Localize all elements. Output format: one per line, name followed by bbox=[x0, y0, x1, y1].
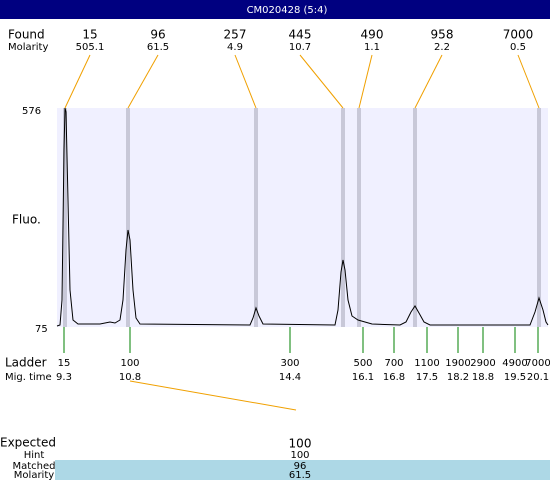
expected-value: 100 bbox=[289, 437, 312, 451]
ladder-size: 15 bbox=[58, 358, 71, 369]
peak-connector bbox=[517, 54, 540, 109]
y-min: 75 bbox=[35, 324, 48, 335]
peak-size: 15 bbox=[82, 28, 97, 42]
found-label: Found bbox=[8, 28, 45, 42]
peak-connector bbox=[414, 54, 443, 109]
expected-row-label: Molarity bbox=[14, 470, 54, 480]
ladder-time: 9.3 bbox=[56, 372, 72, 383]
ladder-time: 10.8 bbox=[119, 372, 141, 383]
y-max: 576 bbox=[22, 106, 41, 117]
peak-band bbox=[63, 108, 67, 327]
title: CM020428 (5:4) bbox=[247, 5, 328, 16]
peak-connector bbox=[127, 54, 159, 109]
peak-size: 257 bbox=[224, 28, 247, 42]
peak-size: 96 bbox=[150, 28, 165, 42]
expected-row-value: 96 bbox=[294, 461, 307, 472]
ladder-size: 500 bbox=[353, 358, 372, 369]
y-axis-label: Fluo. bbox=[12, 213, 41, 227]
ladder-size: 7000 bbox=[525, 358, 550, 369]
peak-molarity: 505.1 bbox=[76, 42, 105, 53]
peak-band bbox=[413, 108, 417, 327]
peak-size: 490 bbox=[361, 28, 384, 42]
trace bbox=[56, 107, 549, 327]
ladder-size: 700 bbox=[384, 358, 403, 369]
ladder-size: 300 bbox=[280, 358, 299, 369]
ladder-size: 1100 bbox=[414, 358, 439, 369]
peak-molarity: 1.1 bbox=[364, 42, 380, 53]
ladder-size: 100 bbox=[120, 358, 139, 369]
peak-molarity: 0.5 bbox=[510, 42, 526, 53]
peak-molarity: 61.5 bbox=[147, 42, 169, 53]
ladder-time: 16.8 bbox=[383, 372, 405, 383]
peak-band bbox=[537, 108, 541, 327]
peak-connector bbox=[299, 54, 344, 109]
peak-band bbox=[126, 108, 130, 327]
expected-connector bbox=[129, 380, 297, 411]
expected-row-label: Matched bbox=[12, 461, 55, 472]
peak-size: 7000 bbox=[503, 28, 534, 42]
ladder-size: 1900 bbox=[445, 358, 470, 369]
title-bar bbox=[0, 0, 550, 19]
ladder-time: 18.8 bbox=[472, 372, 494, 383]
expected-row-label: Hint bbox=[24, 450, 45, 461]
peak-size: 958 bbox=[431, 28, 454, 42]
peak-band bbox=[341, 108, 345, 327]
ladder-time: 16.1 bbox=[352, 372, 374, 383]
ladder-size: 2900 bbox=[470, 358, 495, 369]
peak-molarity: 2.2 bbox=[434, 42, 450, 53]
peak-band bbox=[357, 108, 361, 327]
peak-molarity: 10.7 bbox=[289, 42, 311, 53]
expected-row-value: 100 bbox=[290, 450, 309, 461]
expected-label: Expected bbox=[0, 436, 56, 450]
ladder-size: 4900 bbox=[502, 358, 527, 369]
ladder-time: 14.4 bbox=[279, 372, 301, 383]
ladder-time: 18.2 bbox=[447, 372, 469, 383]
molarity-label: Molarity bbox=[8, 42, 48, 53]
peak-connector bbox=[358, 54, 373, 109]
ladder-time: 19.5 bbox=[504, 372, 526, 383]
peak-size: 445 bbox=[289, 28, 312, 42]
plot-area bbox=[57, 108, 548, 327]
peak-molarity: 4.9 bbox=[227, 42, 243, 53]
expected-row-value: 61.5 bbox=[289, 470, 311, 480]
peak-band bbox=[254, 108, 258, 327]
peak-connector bbox=[64, 54, 91, 109]
peak-connector bbox=[234, 54, 257, 109]
matched-band bbox=[55, 460, 550, 480]
ladder-label: Ladder bbox=[5, 356, 47, 370]
mig-time-label: Mig. time bbox=[5, 372, 52, 383]
ladder-time: 20.1 bbox=[527, 372, 549, 383]
ladder-time: 17.5 bbox=[416, 372, 438, 383]
